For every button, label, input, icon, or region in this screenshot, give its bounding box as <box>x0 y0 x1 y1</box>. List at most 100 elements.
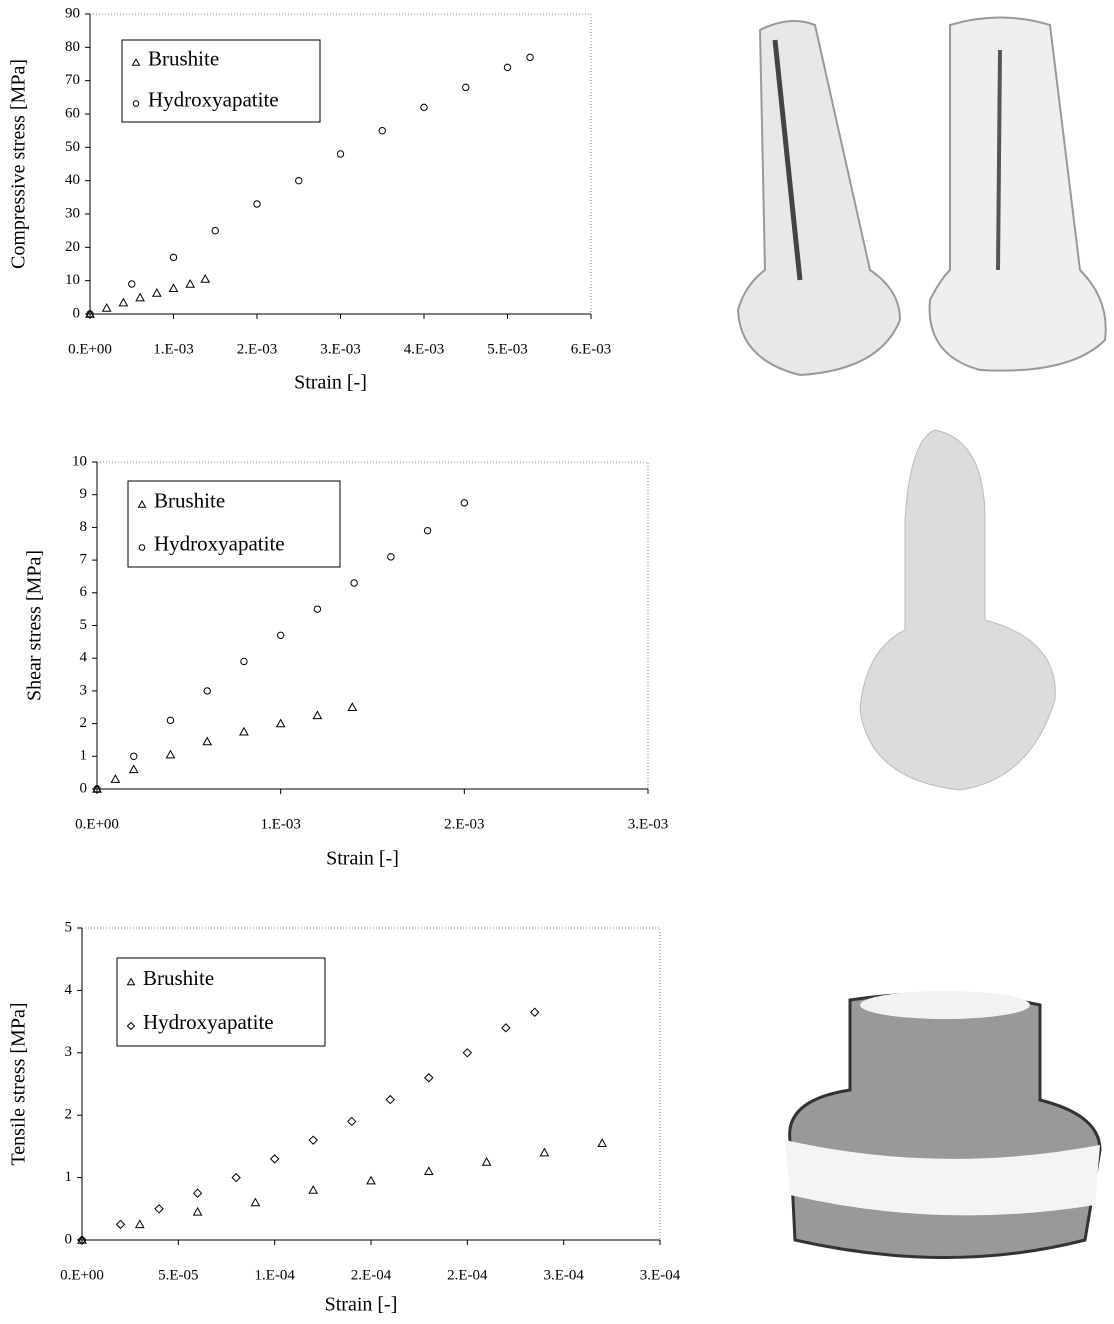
marker <box>192 1206 203 1216</box>
y-tick-label: 3 <box>80 682 88 698</box>
legend-box <box>116 957 326 1047</box>
marker <box>240 657 248 666</box>
x-tick-label: 2.E-03 <box>444 816 484 832</box>
marker <box>115 1219 126 1230</box>
y-tick-label: 10 <box>72 453 87 469</box>
marker <box>86 310 94 318</box>
marker <box>276 631 285 640</box>
marker <box>424 1073 434 1083</box>
marker <box>135 292 145 302</box>
x-tick-label: 2.E-04 <box>351 1267 392 1283</box>
marker <box>420 103 428 112</box>
legend-label: Hydroxyapatite <box>143 1010 274 1034</box>
marker <box>128 764 139 774</box>
marker <box>501 1023 511 1033</box>
x-tick-label: 5.E-03 <box>487 341 527 357</box>
legend-label: Hydroxyapatite <box>154 531 285 555</box>
marker <box>101 302 112 312</box>
x-tick-label: 1.E-03 <box>153 341 193 357</box>
marker <box>165 749 176 759</box>
marker <box>423 526 432 535</box>
y-tick-label: 40 <box>65 172 80 188</box>
marker <box>503 63 512 72</box>
y-axis-label: Compressive stress [MPa] <box>8 59 30 269</box>
marker <box>250 1197 261 1207</box>
marker <box>336 150 345 158</box>
chart: 0 1 2 3 4 5 0.E+00 5.E-05 1.E-04 2.E-04 2.E-04 3.E-… <box>8 919 681 1315</box>
x-axis-label: Strain [-] <box>326 848 399 870</box>
marker <box>138 544 146 551</box>
marker <box>166 716 175 725</box>
marker <box>118 297 129 307</box>
marker <box>312 710 323 720</box>
plot-area <box>96 461 649 790</box>
legend-label: Brushite <box>143 966 214 990</box>
legend-box <box>121 39 321 123</box>
marker <box>137 499 147 508</box>
marker <box>134 1219 145 1229</box>
y-tick-label: 5 <box>65 919 73 935</box>
x-tick-label: 1.E-04 <box>254 1267 295 1283</box>
marker <box>253 200 261 208</box>
x-tick-label: 0.E+00 <box>75 816 119 832</box>
y-tick-label: 90 <box>65 5 80 21</box>
legend: Brushite Hydroxyapatite <box>127 480 341 568</box>
marker <box>462 1048 473 1058</box>
marker <box>385 1094 395 1105</box>
marker <box>308 1135 318 1145</box>
y-tick-label: 2 <box>80 715 88 731</box>
marker <box>132 100 140 107</box>
marker <box>313 605 322 613</box>
marker <box>130 752 138 760</box>
marker <box>423 1166 434 1176</box>
photo-tension <box>785 991 1102 1259</box>
y-axis-label: Shear stress [MPa] <box>24 550 46 701</box>
marker <box>275 718 286 728</box>
legend-label: Hydroxyapatite <box>148 87 279 111</box>
x-tick-label: 4.E-03 <box>404 341 444 357</box>
y-tick-label: 2 <box>65 1107 73 1123</box>
y-tick-label: 3 <box>65 1044 73 1060</box>
marker <box>192 1188 203 1198</box>
marker <box>239 726 249 736</box>
y-tick-label: 60 <box>65 105 80 121</box>
x-tick-label: 1.E-03 <box>260 816 300 832</box>
x-tick-label: 2.E-04 <box>447 1267 488 1283</box>
marker <box>200 273 211 283</box>
marker <box>131 57 141 66</box>
y-tick-label: 0 <box>73 305 81 321</box>
legend-label: Brushite <box>148 46 219 70</box>
y-tick-label: 6 <box>80 584 88 600</box>
photo-shear <box>859 429 1056 791</box>
y-tick-label: 70 <box>65 72 80 88</box>
marker <box>526 53 534 62</box>
marker <box>347 1116 357 1127</box>
y-tick-label: 0 <box>65 1231 73 1247</box>
marker <box>169 253 178 262</box>
y-tick-label: 4 <box>80 650 88 666</box>
marker <box>347 702 358 711</box>
x-tick-label: 5.E-05 <box>158 1267 198 1283</box>
y-tick-label: 50 <box>65 139 80 155</box>
marker <box>308 1185 319 1194</box>
y-tick-label: 7 <box>80 552 88 568</box>
marker <box>378 126 386 135</box>
y-tick-label: 5 <box>80 617 88 633</box>
marker <box>462 83 470 92</box>
marker <box>77 1235 87 1245</box>
marker <box>231 1172 241 1183</box>
y-tick-label: 9 <box>80 486 88 502</box>
y-tick-label: 80 <box>65 39 80 55</box>
marker <box>539 1147 550 1157</box>
marker <box>460 499 469 507</box>
x-tick-label: 3.E-03 <box>628 816 668 832</box>
marker <box>126 977 136 986</box>
x-tick-label: 0.E+00 <box>68 341 112 357</box>
chart: 0 10 20 30 40 50 60 70 80 90 0.E+00 1.E-03 2.E-03 3.E… <box>8 5 612 393</box>
marker <box>154 1204 164 1214</box>
y-tick-label: 4 <box>65 982 73 998</box>
y-tick-label: 1 <box>80 748 88 764</box>
legend-label: Brushite <box>154 488 225 512</box>
x-axis-label: Strain [-] <box>325 1294 398 1316</box>
